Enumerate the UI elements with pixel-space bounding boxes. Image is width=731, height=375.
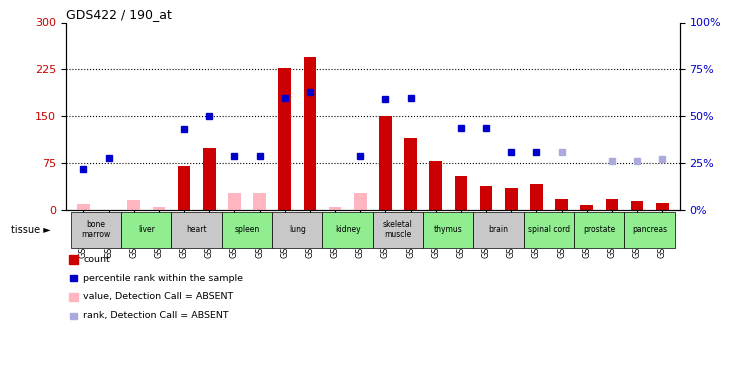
Text: pancreas: pancreas [632, 225, 667, 234]
Bar [455, 176, 467, 210]
Bar [253, 192, 266, 210]
Text: spinal cord: spinal cord [528, 225, 570, 234]
Text: bone
marrow: bone marrow [81, 220, 110, 239]
Text: liver: liver [138, 225, 155, 234]
Bar [153, 207, 165, 210]
Bar [631, 201, 643, 210]
Text: percentile rank within the sample: percentile rank within the sample [83, 274, 243, 283]
Text: thymus: thymus [434, 225, 463, 234]
Bar [303, 57, 317, 210]
Bar [556, 199, 568, 210]
Text: value, Detection Call = ABSENT: value, Detection Call = ABSENT [83, 292, 234, 302]
Text: tissue ►: tissue ► [11, 225, 50, 235]
Bar [530, 184, 542, 210]
Bar [429, 161, 442, 210]
Bar [228, 192, 240, 210]
Text: heart: heart [186, 225, 207, 234]
Bar [404, 138, 417, 210]
Text: count: count [83, 255, 110, 264]
Bar [580, 205, 593, 210]
Text: lung: lung [289, 225, 306, 234]
Text: rank, Detection Call = ABSENT: rank, Detection Call = ABSENT [83, 311, 229, 320]
Text: skeletal
muscle: skeletal muscle [383, 220, 413, 239]
Text: prostate: prostate [583, 225, 616, 234]
Text: kidney: kidney [335, 225, 360, 234]
Bar [127, 200, 140, 210]
Bar [178, 166, 190, 210]
Bar [279, 68, 291, 210]
Text: brain: brain [488, 225, 509, 234]
Bar [329, 207, 341, 210]
Bar [203, 147, 216, 210]
Bar [77, 204, 90, 210]
Bar [505, 188, 518, 210]
Bar [354, 192, 366, 210]
Bar [605, 199, 618, 210]
Bar [656, 202, 669, 210]
Bar [379, 116, 392, 210]
Text: GDS422 / 190_at: GDS422 / 190_at [66, 8, 172, 21]
Bar [480, 186, 493, 210]
Text: spleen: spleen [235, 225, 260, 234]
